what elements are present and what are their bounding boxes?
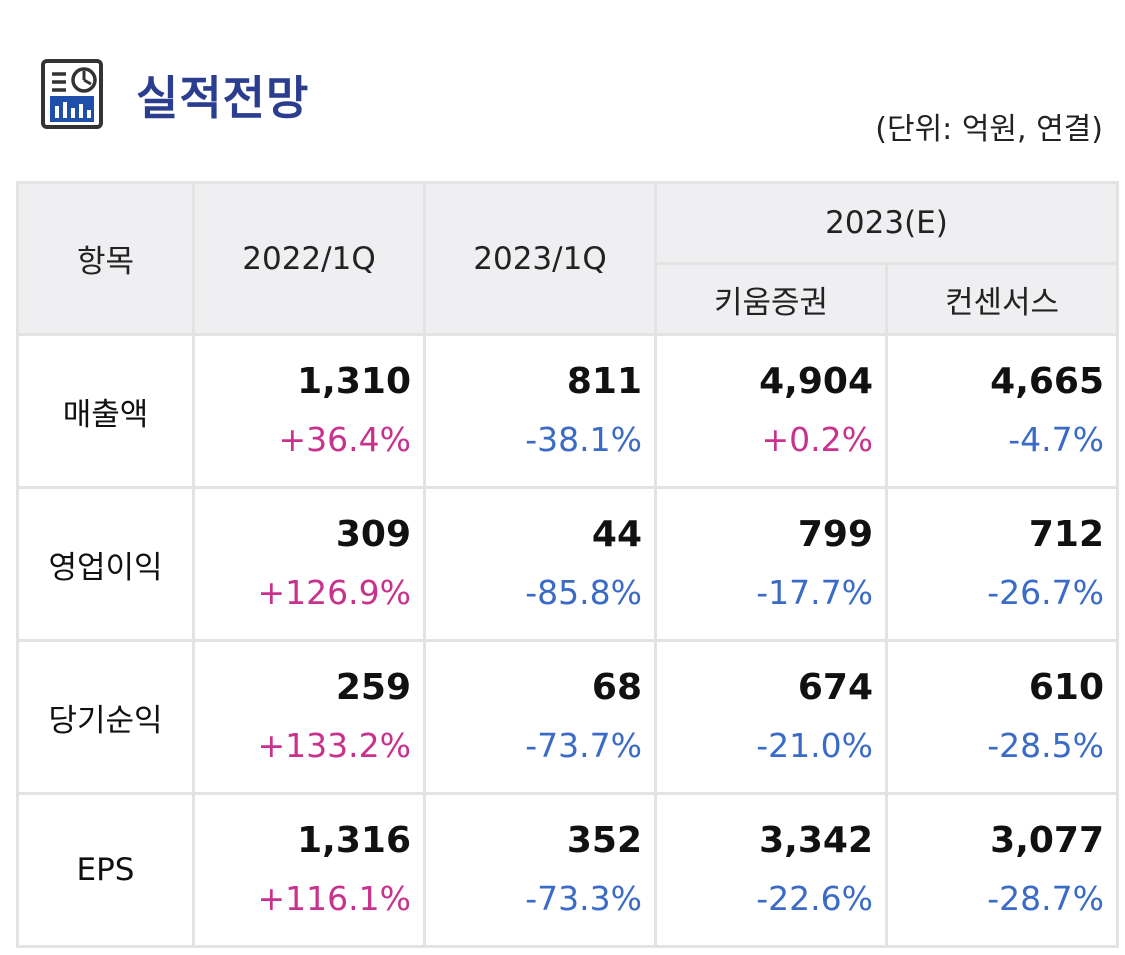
table-row: 당기순익 259 +133.2% 68 -73.7% 674 -21.0% 610 -28.5% [16,639,1120,795]
value-cell: 4,904 +0.2% [654,333,888,489]
change-percent: -28.5% [987,726,1105,765]
value-number: 44 [591,514,642,555]
header-2023-1q: 2023/1Q [423,181,657,336]
change-percent: -4.7% [1008,420,1105,459]
change-percent: +133.2% [257,726,411,765]
header-2023e: 2023(E) [653,181,1120,265]
value-number: 259 [335,667,411,708]
value-cell: 1,316 +116.1% [192,792,426,948]
value-cell: 610 -28.5% [884,639,1120,795]
value-cell: 712 -26.7% [884,486,1120,642]
value-number: 1,310 [297,361,411,402]
change-percent: -22.6% [756,879,873,918]
change-percent: -73.7% [525,726,642,765]
value-number: 1,316 [297,820,411,861]
table-row: 매출액 1,310 +36.4% 811 -38.1% 4,904 +0.2% 4,665 -4… [16,333,1120,489]
value-cell: 44 -85.8% [423,486,657,642]
change-percent: +36.4% [278,420,411,459]
header-kiwoom: 키움증권 [654,262,888,336]
table-row: EPS 1,316 +116.1% 352 -73.3% 3,342 -22.6% 3,077… [16,792,1120,948]
value-cell: 3,342 -22.6% [654,792,888,948]
row-label: 매출액 [16,333,195,489]
page-title: 실적전망 [136,71,310,125]
change-percent: -26.7% [987,573,1105,612]
value-number: 309 [335,514,411,555]
header-consensus: 컨센서스 [884,262,1120,336]
row-label: EPS [16,792,195,948]
value-cell: 674 -21.0% [654,639,888,795]
change-percent: -17.7% [756,573,873,612]
value-cell: 4,665 -4.7% [884,333,1120,489]
header: 실적전망 (단위: 억원, 연결) [0,0,1125,180]
value-number: 352 [566,820,642,861]
unit-note: (단위: 억원, 연결) [875,112,1103,147]
change-percent: -85.8% [525,573,642,612]
value-cell: 309 +126.9% [192,486,426,642]
value-cell: 352 -73.3% [423,792,657,948]
value-cell: 799 -17.7% [654,486,888,642]
value-number: 811 [566,361,642,402]
value-number: 712 [1028,514,1105,555]
change-percent: -28.7% [987,879,1105,918]
row-label: 당기순익 [16,639,195,795]
value-number: 3,342 [759,820,873,861]
value-cell: 3,077 -28.7% [884,792,1120,948]
value-cell: 811 -38.1% [423,333,657,489]
change-percent: +126.9% [257,573,411,612]
value-number: 3,077 [990,820,1105,861]
value-number: 68 [591,667,642,708]
value-number: 610 [1028,667,1105,708]
change-percent: +116.1% [257,879,411,918]
change-percent: -21.0% [756,726,873,765]
change-percent: -38.1% [525,420,642,459]
change-percent: +0.2% [761,420,874,459]
value-cell: 259 +133.2% [192,639,426,795]
value-cell: 1,310 +36.4% [192,333,426,489]
change-percent: -73.3% [525,879,642,918]
report-chart-icon [41,59,103,129]
header-2022-1q: 2022/1Q [192,181,426,336]
row-label: 영업이익 [16,486,195,642]
earnings-forecast-table: 항목 2022/1Q 2023/1Q 2023(E) 키움증권 컨센서스 매출액… [16,181,1120,948]
value-number: 4,904 [759,361,873,402]
header-item: 항목 [16,181,195,336]
value-number: 4,665 [990,361,1105,402]
value-cell: 68 -73.7% [423,639,657,795]
value-number: 674 [797,667,873,708]
table-row: 영업이익 309 +126.9% 44 -85.8% 799 -17.7% 712 -26.7% [16,486,1120,642]
value-number: 799 [797,514,873,555]
